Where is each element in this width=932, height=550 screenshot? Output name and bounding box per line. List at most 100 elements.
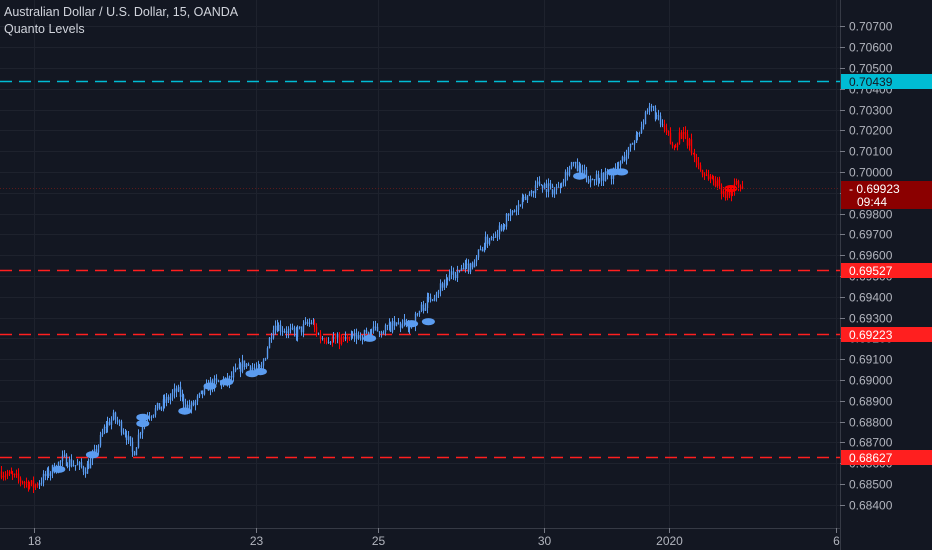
candle-body-up (589, 179, 592, 183)
candle-body-up (739, 186, 742, 188)
candle-body-down (80, 462, 83, 467)
candle-body-down (707, 174, 710, 180)
candle-body-down (724, 191, 727, 199)
candle-body-up (101, 432, 104, 435)
candle-body-down (108, 421, 111, 425)
candle-body-up (636, 133, 639, 135)
time-tick-label: 25 (372, 534, 386, 548)
candle-body-up (716, 179, 719, 187)
candle-body-up (38, 483, 41, 486)
candle-body-up (156, 403, 159, 409)
candle-body-down (338, 333, 341, 345)
time-axis[interactable]: 18 23 25 30 2020 6 (28, 528, 840, 548)
price-tick-label: 0.69800 (849, 208, 893, 222)
candle-body-up (260, 365, 263, 368)
candle-body-down (313, 322, 316, 327)
candle-body-down (551, 185, 554, 195)
candle-body-down (703, 174, 706, 176)
candle-body-down (133, 451, 136, 456)
candle-body-down (247, 363, 250, 366)
symbol-title[interactable]: Australian Dollar / U.S. Dollar, 15, OAN… (4, 5, 239, 19)
level-price-label: 0.70439 (849, 75, 893, 89)
candle-body-up (213, 378, 216, 389)
candle-body-up (709, 176, 712, 180)
candle-body-down (351, 334, 354, 337)
candle-body-up (266, 348, 269, 359)
candle-body-down (728, 189, 731, 196)
candle-body-down (737, 181, 740, 187)
candle-body-up (536, 181, 539, 186)
chart-legend: Australian Dollar / U.S. Dollar, 15, OAN… (4, 4, 238, 37)
candle-body-down (325, 340, 328, 343)
candle-body-up (646, 110, 649, 113)
candle-body-up (23, 482, 26, 484)
candle-body-up (99, 434, 102, 446)
candle-body-up (469, 263, 472, 272)
candle-body-down (70, 459, 73, 467)
candle-body-up (46, 469, 49, 477)
candle-body-up (40, 482, 43, 484)
candle-body-down (695, 157, 698, 163)
candle-body-down (500, 225, 503, 231)
last-price-label-bg (841, 181, 932, 209)
candle-body-down (467, 263, 470, 272)
candle-body-up (555, 186, 558, 191)
candle-body-down (663, 125, 666, 129)
candle-body-down (576, 161, 579, 172)
candle-body-up (4, 475, 7, 477)
candle-body-up (578, 165, 581, 172)
candle-body-up (574, 161, 577, 164)
candle-body-down (486, 236, 489, 244)
candle-body-up (238, 363, 241, 369)
candle-body-up (496, 234, 499, 238)
study-name[interactable]: Quanto Levels (4, 22, 85, 36)
candle-body-up (633, 142, 636, 145)
candle-body-down (253, 367, 256, 369)
candle-body-up (521, 197, 524, 205)
candle-body-down (602, 172, 605, 181)
level-price-label-bg (841, 263, 932, 278)
candle-body-down (557, 186, 560, 188)
price-tick-label: 0.69300 (849, 312, 893, 326)
candle-body-down (532, 190, 535, 193)
level-price-label: 0.69527 (849, 264, 893, 278)
candle-body-down (572, 162, 575, 164)
price-tick-label: 0.68400 (849, 499, 893, 513)
signal-marker (615, 168, 629, 176)
candle-body-down (182, 395, 185, 405)
candle-body-down (566, 171, 569, 176)
signal-marker (253, 367, 267, 376)
candle-body-down (32, 480, 35, 488)
candle-body-down (690, 139, 693, 153)
candle-body-down (36, 484, 39, 486)
candle-body-up (63, 454, 66, 456)
candle-body-up (655, 115, 658, 120)
candle-body-up (200, 390, 203, 394)
candle-body-down (323, 337, 326, 341)
price-tick-label: 0.70000 (849, 166, 893, 180)
candle-body-up (490, 237, 493, 241)
candle-body-down (374, 326, 377, 328)
candle-body-up (600, 172, 603, 181)
candle-body-down (458, 270, 461, 272)
candle-body-up (272, 330, 275, 338)
candle-body-up (705, 174, 708, 176)
candle-body-up (296, 328, 299, 337)
candle-body-up (334, 337, 337, 339)
candle-body-down (179, 386, 182, 397)
candle-body-up (583, 169, 586, 175)
candle-body-down (116, 420, 119, 422)
candle-body-down (667, 130, 670, 133)
candle-body-up (562, 181, 565, 183)
candle-body-down (397, 322, 400, 325)
candle-body-down (686, 134, 689, 146)
candle-body-up (450, 271, 453, 275)
price-tick-label: 0.70300 (849, 104, 893, 118)
candle-body-down (471, 263, 474, 268)
candle-body-up (118, 421, 121, 423)
candle-body-down (431, 299, 434, 301)
candle-body-up (268, 337, 271, 349)
candle-body-down (631, 143, 634, 145)
candle-body-down (581, 170, 584, 175)
